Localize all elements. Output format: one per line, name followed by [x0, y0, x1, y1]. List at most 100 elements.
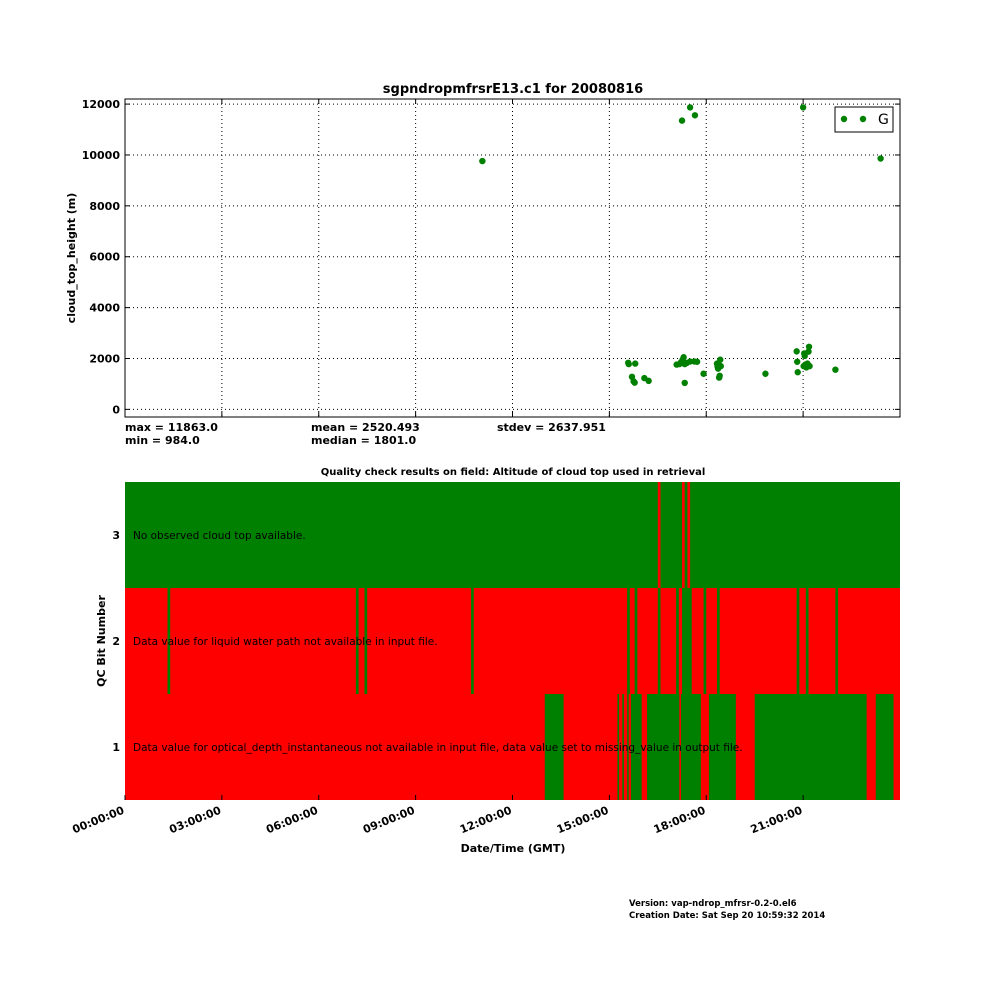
scatter-point — [801, 352, 808, 360]
stat-max: max = 11863.0 — [125, 421, 218, 434]
scatter-y-axis-label: cloud_top_height (m) — [65, 193, 78, 324]
scatter-point — [678, 117, 686, 124]
legend-label: G — [878, 112, 889, 128]
scatter-y-tick-label: 4000 — [89, 302, 120, 315]
qc-interval — [754, 694, 867, 800]
scatter-y-tick-label: 8000 — [89, 200, 120, 213]
scatter-plot-frame — [124, 98, 901, 418]
qc-interval — [627, 694, 629, 800]
qc-interval — [676, 588, 679, 694]
qc-y-axis-label: QC Bit Number — [95, 595, 108, 687]
scatter-point — [793, 348, 800, 355]
scatter-point — [625, 360, 632, 368]
scatter-point — [631, 379, 638, 386]
qc-title: Quality check results on field: Altitude… — [321, 467, 706, 478]
scatter-point — [717, 356, 724, 363]
qc-x-axis-label: Date/Time (GMT) — [461, 842, 566, 855]
qc-x-tick-label: 12:00:00 — [458, 804, 514, 837]
footer-creation-date: Creation Date: Sat Sep 20 10:59:32 2014 — [629, 911, 825, 921]
scatter-point — [832, 366, 839, 373]
stat-median: median = 1801.0 — [311, 434, 416, 447]
qc-row-bit-2 — [125, 588, 900, 694]
scatter-point — [479, 157, 486, 165]
qc-row-labels: 3 No observed cloud top available. 2 Data v… — [112, 529, 742, 754]
qc-x-tick-label: 06:00:00 — [264, 804, 320, 837]
qc-bit-description: Data value for optical_depth_instantaneo… — [133, 742, 743, 754]
scatter-stats: max = 11863.0 min = 984.0 mean = 2520.49… — [125, 421, 606, 447]
qc-bit-description: Data value for liquid water path not ava… — [133, 636, 438, 648]
scatter-point — [691, 112, 699, 119]
scatter-y-tick-label: 6000 — [89, 251, 120, 264]
qc-interval — [835, 588, 839, 694]
scatter-point — [645, 377, 652, 385]
legend-marker — [859, 115, 867, 123]
qc-interval — [647, 694, 680, 800]
stat-stdev: stdev = 2637.951 — [497, 421, 606, 434]
qc-row-bit-3 — [125, 482, 900, 588]
qc-x-axis-ticks: 00:00:00 03:00:00 06:00:00 09:00:00 12:00:00… — [71, 795, 805, 836]
qc-interval — [167, 588, 171, 694]
qc-interval — [717, 588, 720, 694]
stat-min: min = 984.0 — [125, 434, 200, 447]
qc-interval — [630, 694, 642, 800]
legend-marker — [840, 115, 848, 123]
qc-interval — [355, 588, 359, 694]
scatter-point — [805, 348, 812, 355]
scatter-point — [717, 362, 724, 370]
scatter-point — [806, 362, 813, 370]
scatter-y-tick-label: 10000 — [82, 149, 121, 162]
qc-x-tick-label: 15:00:00 — [555, 804, 611, 837]
qc-bit-description: No observed cloud top available. — [133, 530, 306, 542]
scatter-y-tick-label: 12000 — [82, 98, 121, 111]
qc-interval — [682, 482, 685, 588]
scatter-point — [794, 358, 801, 365]
qc-interval — [622, 694, 624, 800]
stat-mean: mean = 2520.493 — [311, 421, 420, 434]
scatter-point — [799, 104, 807, 111]
scatter-grid — [125, 99, 900, 417]
qc-interval — [471, 588, 474, 694]
qc-interval — [796, 588, 800, 694]
scatter-title: sgpndropmfrsrE13.c1 for 20080816 — [383, 82, 643, 97]
scatter-point — [681, 379, 688, 387]
scatter-y-tick-label: 2000 — [89, 352, 120, 365]
qc-x-tick-label: 09:00:00 — [361, 804, 417, 837]
qc-bit-number: 1 — [112, 741, 120, 754]
qc-interval — [875, 694, 894, 800]
scatter-point — [632, 360, 639, 367]
qc-interval — [657, 588, 661, 694]
scatter-point — [700, 370, 707, 377]
scatter-legend: G — [834, 106, 894, 133]
scatter-point — [716, 372, 723, 379]
qc-interval — [544, 694, 564, 800]
qc-interval — [703, 588, 707, 694]
qc-interval — [805, 588, 809, 694]
qc-interval — [708, 694, 736, 800]
scatter-axis-ticks: 0 2000 4000 6000 8000 10000 12000 — [82, 98, 900, 417]
scatter-point — [762, 370, 769, 377]
qc-interval — [687, 482, 691, 588]
qc-x-tick-label: 21:00:00 — [749, 804, 805, 837]
qc-interval — [657, 482, 661, 588]
scatter-y-tick-label: 0 — [112, 403, 120, 416]
scatter-point — [877, 155, 884, 162]
qc-interval — [627, 588, 630, 694]
qc-interval — [617, 694, 620, 800]
qc-x-tick-label: 18:00:00 — [652, 804, 708, 837]
scatter-point — [805, 343, 813, 350]
qc-interval — [634, 588, 638, 694]
qc-bit-number: 3 — [112, 529, 120, 542]
qc-heatmap — [125, 482, 900, 800]
qc-interval — [682, 588, 692, 694]
footer-version: Version: vap-ndrop_mfrsr-0.2-0.el6 — [629, 899, 797, 909]
qc-x-tick-label: 03:00:00 — [167, 804, 223, 837]
scatter-point — [693, 358, 701, 365]
qc-interval — [364, 588, 368, 694]
scatter-point — [680, 354, 687, 361]
qc-bit-number: 2 — [112, 635, 120, 648]
qc-interval — [680, 694, 701, 800]
qc-x-tick-label: 00:00:00 — [71, 804, 127, 837]
scatter-point — [686, 104, 694, 111]
scatter-point — [794, 369, 801, 376]
